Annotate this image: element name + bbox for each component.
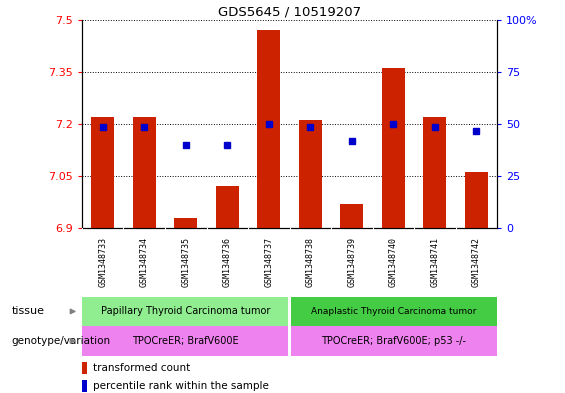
Text: TPOCreER; BrafV600E; p53 -/-: TPOCreER; BrafV600E; p53 -/- <box>321 336 466 346</box>
Text: GSM1348735: GSM1348735 <box>181 237 190 287</box>
Text: GSM1348736: GSM1348736 <box>223 237 232 287</box>
Bar <box>82 326 288 356</box>
Bar <box>465 173 488 228</box>
Text: genotype/variation: genotype/variation <box>11 336 110 346</box>
Bar <box>291 326 497 356</box>
Bar <box>382 68 405 228</box>
Bar <box>82 362 87 375</box>
Text: GSM1348741: GSM1348741 <box>431 237 440 287</box>
Text: tissue: tissue <box>11 307 44 316</box>
Bar <box>133 117 155 228</box>
Title: GDS5645 / 10519207: GDS5645 / 10519207 <box>218 6 361 18</box>
Text: GSM1348739: GSM1348739 <box>347 237 357 287</box>
Text: GSM1348734: GSM1348734 <box>140 237 149 287</box>
Bar <box>424 117 446 228</box>
Text: GSM1348733: GSM1348733 <box>98 237 107 287</box>
Bar <box>82 380 87 392</box>
Bar <box>299 120 321 228</box>
Bar <box>216 186 238 228</box>
Bar <box>92 117 114 228</box>
Text: percentile rank within the sample: percentile rank within the sample <box>93 381 269 391</box>
Bar <box>258 30 280 228</box>
Text: transformed count: transformed count <box>93 364 190 373</box>
Bar <box>341 204 363 228</box>
Text: GSM1348740: GSM1348740 <box>389 237 398 287</box>
Bar <box>175 218 197 228</box>
Bar <box>82 297 288 326</box>
Text: Anaplastic Thyroid Carcinoma tumor: Anaplastic Thyroid Carcinoma tumor <box>311 307 476 316</box>
Text: GSM1348737: GSM1348737 <box>264 237 273 287</box>
Text: Papillary Thyroid Carcinoma tumor: Papillary Thyroid Carcinoma tumor <box>101 307 271 316</box>
Text: TPOCreER; BrafV600E: TPOCreER; BrafV600E <box>132 336 239 346</box>
Bar <box>291 297 497 326</box>
Text: GSM1348738: GSM1348738 <box>306 237 315 287</box>
Text: GSM1348742: GSM1348742 <box>472 237 481 287</box>
